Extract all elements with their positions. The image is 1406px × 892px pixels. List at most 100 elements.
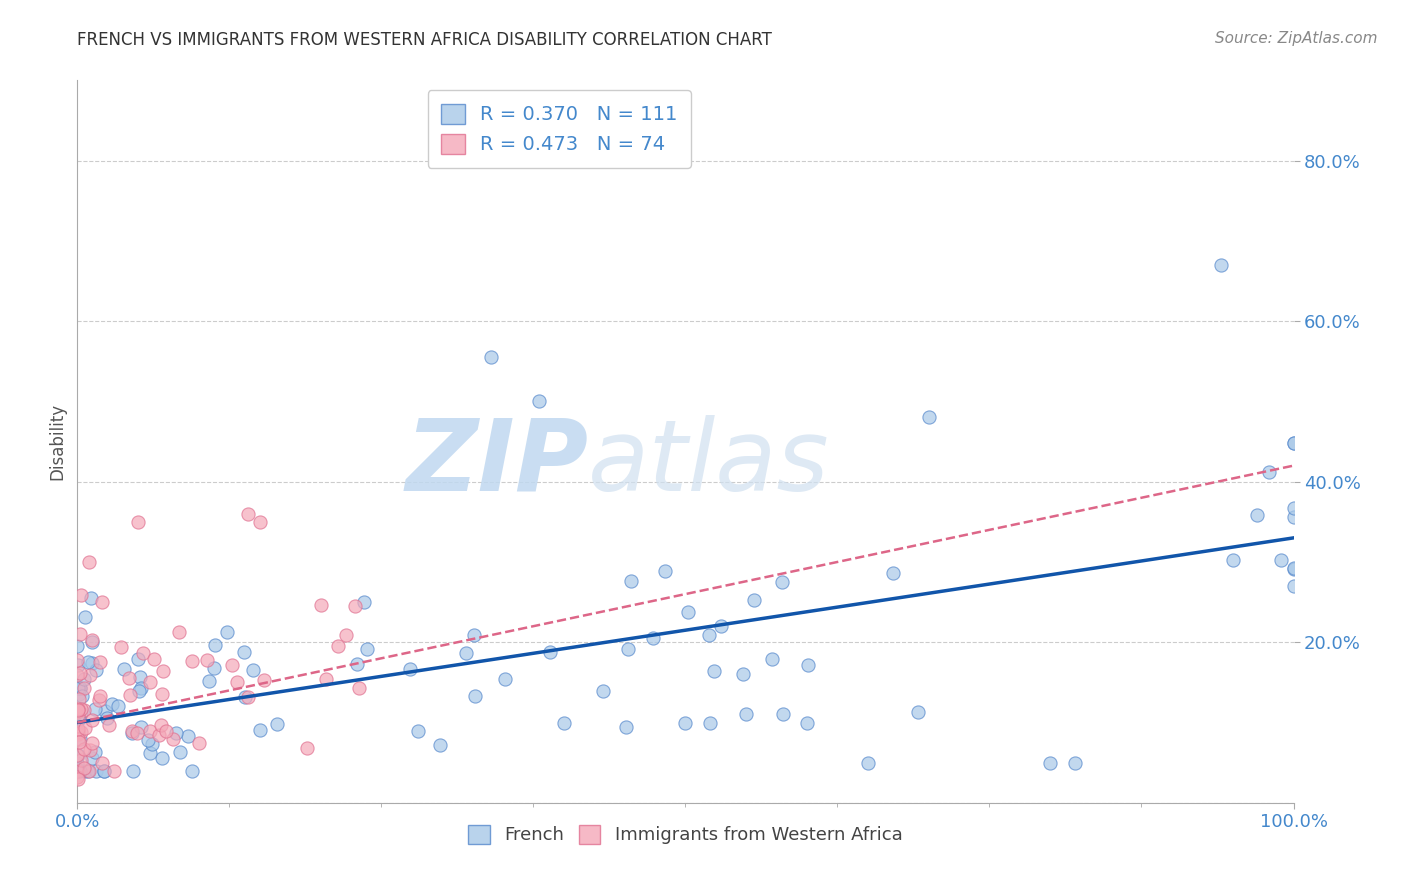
Point: [73, 681, 96, 695]
Point: [73, 764, 96, 778]
Point: [67, 735, 90, 749]
Point: [79, 555, 101, 569]
Point: [69, 666, 91, 681]
Point: [617, 642, 640, 657]
Point: [66, 653, 89, 667]
Point: [121, 726, 143, 740]
Point: [67, 687, 90, 701]
Point: [84, 764, 107, 778]
Point: [187, 736, 209, 750]
Point: [66, 640, 89, 654]
Point: [120, 688, 142, 702]
Point: [232, 645, 254, 659]
Point: [70, 690, 93, 704]
Point: [177, 729, 200, 743]
Point: [538, 645, 561, 659]
Point: [67, 703, 90, 717]
Point: [67, 708, 90, 723]
Point: [180, 654, 202, 668]
Point: [150, 688, 173, 702]
Point: [127, 652, 149, 666]
Point: [66, 681, 89, 695]
Point: [66, 764, 89, 778]
Point: [703, 664, 725, 678]
Point: [66, 756, 89, 770]
Point: [295, 741, 318, 756]
Point: [796, 715, 818, 730]
Legend: French, Immigrants from Western Africa: French, Immigrants from Western Africa: [461, 818, 910, 852]
Point: [266, 717, 288, 731]
Text: FRENCH VS IMMIGRANTS FROM WESTERN AFRICA DISABILITY CORRELATION CHART: FRENCH VS IMMIGRANTS FROM WESTERN AFRICA…: [77, 31, 772, 49]
Point: [84, 702, 107, 716]
Point: [309, 598, 332, 612]
Point: [77, 655, 100, 669]
Point: [66, 772, 89, 786]
Point: [429, 739, 451, 753]
Point: [641, 631, 664, 645]
Point: [66, 705, 89, 719]
Point: [66, 762, 89, 776]
Point: [398, 662, 420, 676]
Point: [242, 663, 264, 677]
Point: [162, 732, 184, 747]
Point: [118, 671, 141, 685]
Point: [66, 667, 89, 681]
Text: ZIP: ZIP: [405, 415, 588, 512]
Point: [66, 764, 89, 778]
Point: [66, 658, 89, 673]
Point: [107, 699, 129, 714]
Point: [1282, 510, 1305, 524]
Point: [152, 664, 174, 678]
Point: [66, 731, 89, 746]
Point: [356, 642, 378, 657]
Point: [69, 681, 91, 695]
Y-axis label: Disability: Disability: [48, 403, 66, 480]
Point: [112, 662, 135, 676]
Point: [856, 756, 879, 770]
Point: [529, 394, 551, 409]
Point: [1282, 435, 1305, 450]
Point: [1282, 500, 1305, 515]
Point: [553, 715, 575, 730]
Point: [73, 673, 96, 687]
Point: [1039, 756, 1062, 770]
Point: [169, 745, 191, 759]
Point: [249, 723, 271, 737]
Point: [93, 764, 115, 778]
Point: [100, 698, 122, 712]
Point: [80, 735, 103, 749]
Point: [89, 655, 111, 669]
Point: [742, 593, 765, 607]
Point: [697, 628, 720, 642]
Point: [335, 628, 357, 642]
Point: [772, 707, 794, 722]
Point: [353, 595, 375, 609]
Point: [1063, 756, 1085, 770]
Point: [141, 737, 163, 751]
Point: [75, 609, 97, 624]
Point: [94, 705, 117, 719]
Point: [620, 574, 643, 588]
Point: [139, 674, 162, 689]
Point: [494, 672, 516, 686]
Point: [1282, 436, 1305, 450]
Point: [128, 670, 150, 684]
Point: [73, 742, 96, 756]
Point: [80, 634, 103, 648]
Point: [139, 723, 162, 738]
Point: [125, 726, 148, 740]
Point: [215, 625, 238, 640]
Point: [479, 350, 502, 364]
Point: [67, 748, 90, 763]
Point: [198, 673, 221, 688]
Point: [699, 715, 721, 730]
Point: [67, 712, 90, 726]
Point: [79, 764, 101, 778]
Point: [463, 628, 485, 642]
Point: [82, 656, 104, 670]
Point: [1246, 508, 1268, 523]
Point: [204, 639, 226, 653]
Point: [464, 689, 486, 703]
Point: [69, 702, 91, 716]
Point: [96, 711, 118, 725]
